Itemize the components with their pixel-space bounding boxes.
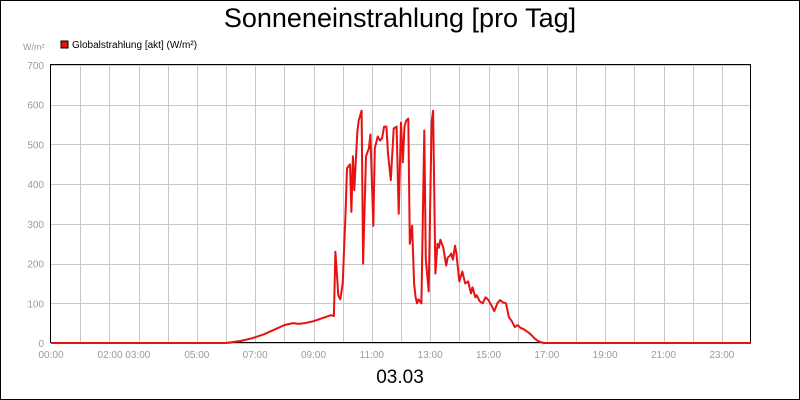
x-tick-label: 23:00: [709, 350, 734, 361]
grid-lines: [51, 65, 751, 344]
chart-title: Sonneneinstrahlung [pro Tag]: [223, 3, 577, 33]
x-tick-label: 11:00: [360, 350, 385, 361]
x-tick-label: 07:00: [243, 350, 268, 361]
y-tick-label: 300: [27, 220, 44, 231]
x-tick-label: 17:00: [534, 350, 559, 361]
y-tick-label: 700: [27, 61, 44, 72]
y-tick-label: 500: [27, 140, 44, 151]
x-tick-label: 21:00: [651, 350, 676, 361]
x-axis-tick-labels: 00:00 02:00 03:00 05:00 07:00 09:00 11:00 13:0…: [38, 350, 734, 361]
y-tick-label: 0: [38, 339, 44, 350]
x-axis-date-label: 03.03: [376, 367, 424, 388]
x-tick-label: 13:00: [418, 350, 443, 361]
y-tick-label: 600: [27, 101, 44, 112]
y-tick-label: 200: [27, 260, 44, 271]
y-axis-unit-label: W/m²: [23, 42, 45, 52]
plot-area-border: [50, 64, 751, 343]
legend-swatch: [60, 40, 69, 49]
y-axis-tick-labels: 0 100 200 300 400 500 600 700: [27, 61, 44, 350]
legend-label: Globalstrahlung [akt] (W/m²): [72, 40, 197, 51]
series-lines: [51, 109, 751, 344]
x-tick-label: 00:00: [38, 350, 63, 361]
series-line: [51, 109, 751, 344]
y-tick-label: 400: [27, 180, 44, 191]
legend: Globalstrahlung [akt] (W/m²): [60, 40, 197, 51]
x-tick-label: 15:00: [476, 350, 501, 361]
x-tick-label: 02:00 03:00: [98, 350, 151, 361]
x-tick-label: 19:00: [593, 350, 618, 361]
x-tick-label: 05:00: [184, 350, 209, 361]
y-tick-label: 100: [27, 299, 44, 310]
x-tick-label: 09:00: [301, 350, 326, 361]
